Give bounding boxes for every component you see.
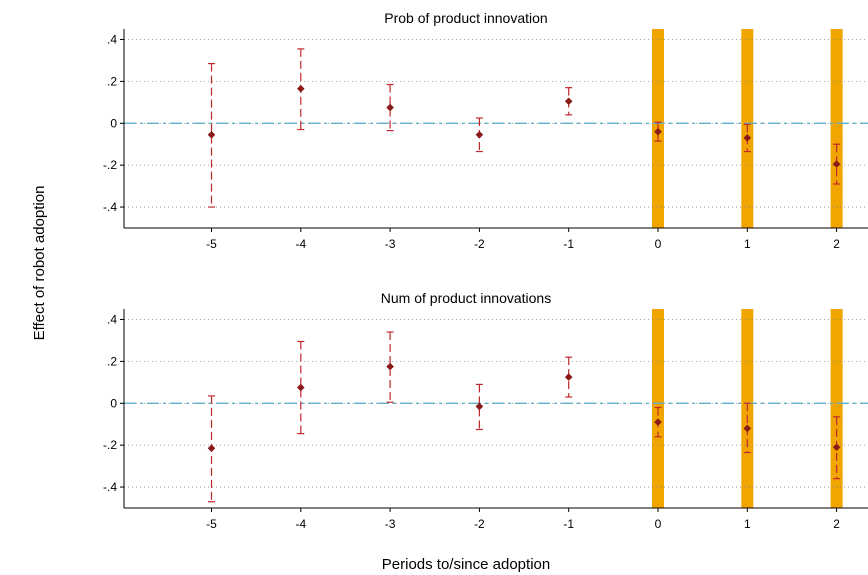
panel-num-product-innovations: Num of product innovations .4 .2 0 -.2 -.4 -5…: [103, 290, 868, 531]
x-axis-title: Periods to/since adoption: [382, 556, 550, 573]
point-estimate: [743, 424, 752, 433]
y-tick-label: 0: [110, 116, 117, 130]
x-tick-label: -4: [295, 517, 306, 531]
point-estimate: [475, 402, 484, 411]
point-estimate: [743, 134, 752, 142]
x-tick-label: 0: [655, 517, 662, 531]
x-tick-label: -4: [295, 237, 306, 251]
x-tick-label: -3: [385, 237, 396, 251]
point-estimate: [564, 373, 573, 381]
x-tick-label: 2: [833, 237, 840, 251]
y-axis-title: Effect of robot adoption: [31, 186, 48, 341]
point-estimate: [832, 160, 841, 168]
y-tick-label: -.4: [103, 480, 117, 494]
panel-prob-product-innovation: Prob of product innovation .4 .2 0 -.2 -.4 -5…: [103, 10, 868, 251]
adoption-period-bar: [830, 29, 843, 228]
adoption-period-bar: [830, 309, 843, 508]
x-tick-label: -1: [563, 237, 574, 251]
point-estimate: [386, 362, 394, 371]
x-tick-label: -2: [474, 517, 485, 531]
y-tick-label: .4: [107, 312, 117, 326]
x-tick-label: -2: [474, 237, 485, 251]
point-estimate: [654, 127, 662, 136]
panel-plot-area: .4 .2 0 -.2 -.4 -5 -4 -3 -2 -1 0 1 2: [103, 309, 868, 531]
y-tick-label: -.2: [103, 438, 117, 452]
point-estimate: [475, 130, 484, 139]
panel-title: Num of product innovations: [381, 290, 551, 306]
point-estimate: [297, 84, 305, 93]
y-tick-label: 0: [110, 396, 117, 410]
x-tick-label: 1: [744, 237, 751, 251]
y-tick-label: .4: [107, 32, 117, 46]
point-estimate: [832, 443, 841, 452]
x-tick-label: -3: [385, 517, 396, 531]
x-tick-label: -5: [206, 517, 217, 531]
panel-plot-area: .4 .2 0 -.2 -.4 -5 -4 -3 -2 -1 0 1 2: [103, 29, 868, 251]
x-tick-label: 2: [833, 517, 840, 531]
point-estimate: [207, 130, 216, 139]
y-tick-label: .2: [107, 74, 117, 88]
point-estimate: [386, 103, 394, 112]
point-estimate: [297, 383, 305, 392]
point-estimate: [207, 444, 216, 453]
x-tick-label: -1: [563, 517, 574, 531]
y-tick-label: .2: [107, 354, 117, 368]
point-estimate: [564, 97, 573, 106]
y-tick-label: -.4: [103, 200, 117, 214]
y-tick-label: -.2: [103, 158, 117, 172]
x-tick-label: 0: [655, 237, 662, 251]
panel-title: Prob of product innovation: [384, 10, 547, 26]
x-tick-label: 1: [744, 517, 751, 531]
x-tick-label: -5: [206, 237, 217, 251]
point-estimate: [654, 418, 662, 426]
